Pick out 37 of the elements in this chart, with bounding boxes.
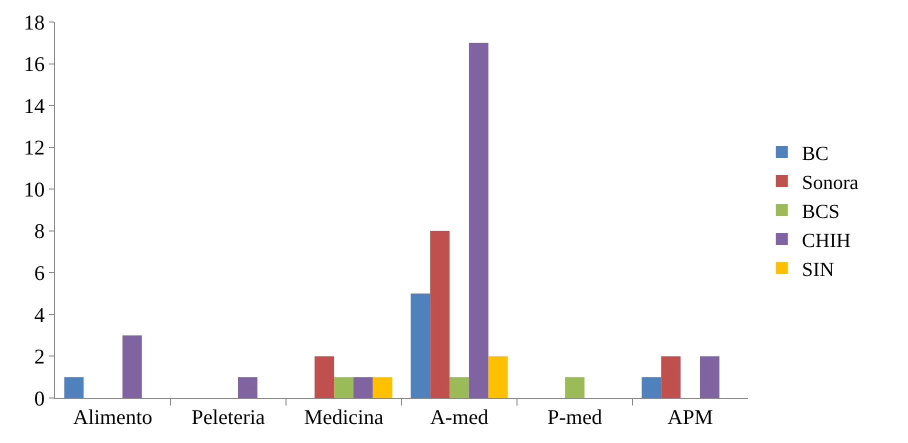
x-tick-label: Peleteria — [192, 405, 266, 430]
x-tick-label: Medicina — [304, 405, 384, 430]
bar — [64, 377, 84, 398]
y-tick-label: 6 — [34, 261, 45, 286]
bar — [334, 377, 354, 398]
bar — [353, 377, 373, 398]
bar — [661, 356, 681, 398]
y-tick-label: 16 — [24, 52, 45, 76]
bar — [450, 377, 469, 398]
bar — [238, 377, 258, 398]
y-tick-label: 10 — [24, 177, 45, 202]
y-tick-label: 2 — [34, 344, 45, 369]
x-tick-label: Alimento — [73, 405, 152, 430]
y-tick-label: 4 — [34, 302, 46, 327]
bar — [430, 230, 450, 398]
x-tick-label: A-med — [430, 405, 489, 430]
x-tick-label: APM — [667, 405, 714, 430]
legend-label: SIN — [802, 258, 834, 281]
y-tick-label: 0 — [34, 386, 45, 410]
bar — [700, 356, 720, 398]
bar — [565, 377, 584, 398]
legend-label: BC — [802, 142, 829, 165]
y-tick-label: 8 — [34, 219, 45, 244]
bar — [122, 335, 142, 398]
bar — [410, 294, 430, 398]
bar — [488, 356, 508, 398]
x-tick-label: P-med — [547, 405, 603, 430]
y-tick-label: 14 — [24, 94, 46, 118]
bar — [372, 377, 392, 398]
bar — [642, 377, 662, 398]
bar — [314, 356, 334, 398]
y-tick-label: 12 — [24, 136, 45, 160]
y-tick-label: 18 — [24, 10, 45, 34]
legend-label: BCS — [802, 200, 840, 223]
legend-label: CHIH — [802, 230, 851, 252]
bar — [468, 42, 488, 398]
legend-label: Sonora — [802, 172, 859, 194]
